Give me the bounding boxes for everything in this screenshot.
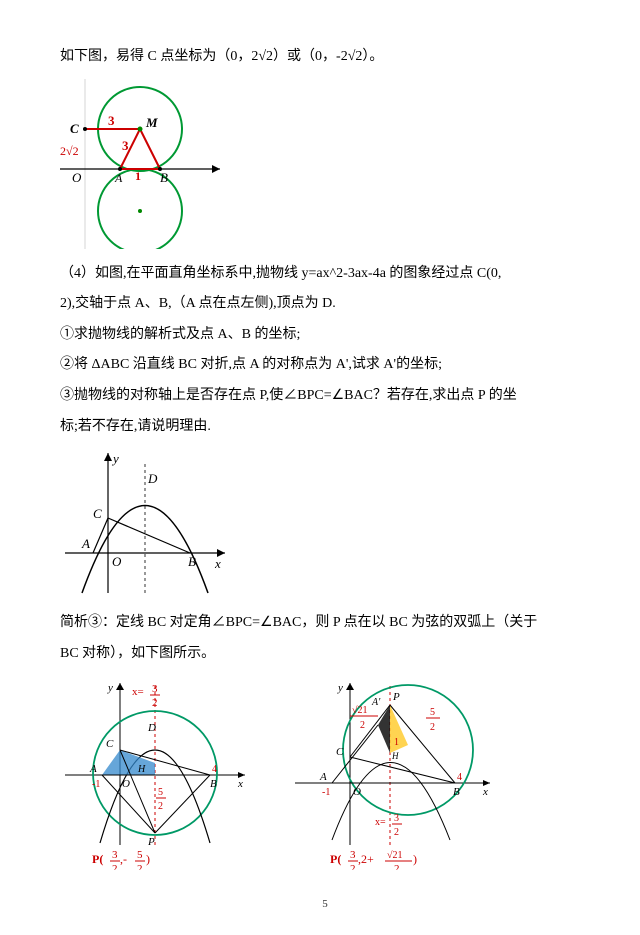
fig3r-sqrt21: √21 <box>352 705 368 716</box>
figure-1: C M O A B 3 3 1 2√2 <box>60 79 590 249</box>
fig3l-B: B <box>210 778 217 790</box>
line1-text-b: ）或（0，-2 <box>273 49 348 64</box>
fig3r-32n: 3 <box>394 813 399 824</box>
fig3r-neg1: -1 <box>322 787 330 798</box>
fig1-label-C: C <box>70 121 79 136</box>
fig1-label-O: O <box>72 170 82 185</box>
fig3l-P: P <box>147 836 155 848</box>
line1-text-a: 如下图，易得 C 点坐标为（0，2 <box>60 49 258 64</box>
fig3r-32d: 2 <box>394 827 399 838</box>
fig2-label-x: x <box>214 556 221 571</box>
fig3l-Pc-close: ) <box>146 852 150 866</box>
fig1-label-1: 1 <box>135 169 141 183</box>
fig1-label-M: M <box>145 115 158 130</box>
fig3l-H: H <box>137 764 146 775</box>
fig3l-32n: 3 <box>152 683 158 695</box>
fig3r-y: y <box>337 682 343 694</box>
sqrt2-b: √2 <box>348 49 363 64</box>
figure-3: y x x= 3 2 C D A B O H P -1 4 5 2 P( 3 2… <box>60 675 590 870</box>
fig3r-5: 5 <box>430 707 435 718</box>
fig3l-Pcoord: P( <box>92 852 103 866</box>
problem-4-line-a: （4）如图,在平面直角坐标系中,抛物线 y=ax^2-3ax-4a 的图象经过点… <box>60 261 590 288</box>
fig3l-neg1: -1 <box>92 779 100 790</box>
fig3r-P: P <box>392 691 400 703</box>
fig3r-Pc-close: ) <box>413 852 417 866</box>
problem-4-q3b: 标;若不存在,请说明理由. <box>60 414 590 441</box>
analysis-b: BC 对称），如下图所示。 <box>60 641 590 668</box>
fig3l-xeq: x= <box>132 686 144 698</box>
fig3r-O: O <box>353 786 361 798</box>
fig2-label-O: O <box>112 554 122 569</box>
fig1-label-3a: 3 <box>108 113 115 128</box>
fig3r-A: A <box>319 771 327 783</box>
fig2-label-D: D <box>147 471 158 486</box>
problem-4-q2: ②将 ΔABC 沿直线 BC 对折,点 A 的对称点为 A',试求 A'的坐标; <box>60 352 590 379</box>
sqrt2-a: √2 <box>258 49 273 64</box>
fig3r-Aprime: A' <box>371 697 381 708</box>
fig3l-O: O <box>122 778 130 790</box>
fig3l-32d: 2 <box>152 697 158 709</box>
analysis-a: 简析③：定线 BC 对定角∠BPC=∠BAC，则 P 点在以 BC 为弦的双弧上… <box>60 610 590 637</box>
fig3l-4: 4 <box>212 764 217 775</box>
fig3l-y: y <box>107 682 113 694</box>
fig3r-2b: 2 <box>430 722 435 733</box>
fig3r-B: B <box>453 786 460 798</box>
fig3l-D: D <box>147 722 156 734</box>
fig2-label-B: B <box>188 554 196 569</box>
fig1-label-2sqrt2: 2√2 <box>60 144 79 158</box>
fig3r-xeq: x= <box>375 817 386 828</box>
fig3l-2: 2 <box>158 801 163 812</box>
line1-text-c: ）。 <box>362 49 383 64</box>
problem-4-line-b: 2),交轴于点 A、B,（A 点在点左侧),顶点为 D. <box>60 291 590 318</box>
fig1-label-B: B <box>160 170 168 185</box>
fig3l-Pc-2b: 2 <box>137 863 143 870</box>
fig3l-Pc-2a: 2 <box>112 863 118 870</box>
fig3r-Pc-2b: 2 <box>394 863 400 870</box>
fig3r-x: x <box>482 786 488 798</box>
fig3r-Pc-sep: ,2+ <box>358 852 374 866</box>
fig3r-2a: 2 <box>360 720 365 731</box>
fig3r-1: 1 <box>394 737 399 748</box>
fig3r-4: 4 <box>457 772 462 783</box>
fig3r-Pc-s21: √21 <box>387 850 403 861</box>
problem-4-q1: ①求抛物线的解析式及点 A、B 的坐标; <box>60 322 590 349</box>
fig3l-Pc-3: 3 <box>112 849 118 861</box>
fig3r-Pc-2a: 2 <box>350 863 356 870</box>
fig3r-C: C <box>336 746 344 758</box>
figure-2: y x O A B C D <box>60 448 590 598</box>
problem-4-q3a: ③抛物线的对称轴上是否存在点 P,使∠BPC=∠BAC？若存在,求出点 P 的坐 <box>60 383 590 410</box>
fig3l-A: A <box>89 763 97 775</box>
line-1: 如下图，易得 C 点坐标为（0，2√2）或（0，-2√2）。 <box>60 44 590 71</box>
fig3l-C: C <box>106 738 114 750</box>
fig3l-Pc-5: 5 <box>137 849 143 861</box>
fig3r-Pc-3: 3 <box>350 849 356 861</box>
fig2-label-A: A <box>81 536 90 551</box>
fig3r-H: H <box>391 751 399 761</box>
fig1-label-A: A <box>114 171 123 185</box>
fig2-label-C: C <box>93 506 102 521</box>
fig3l-Pc-sep: ,- <box>120 852 127 866</box>
fig3r-Pcoord: P( <box>330 852 341 866</box>
fig3l-x: x <box>237 778 243 790</box>
fig2-label-y: y <box>111 451 119 466</box>
fig1-label-3b: 3 <box>122 138 129 153</box>
fig3l-5: 5 <box>158 787 163 798</box>
